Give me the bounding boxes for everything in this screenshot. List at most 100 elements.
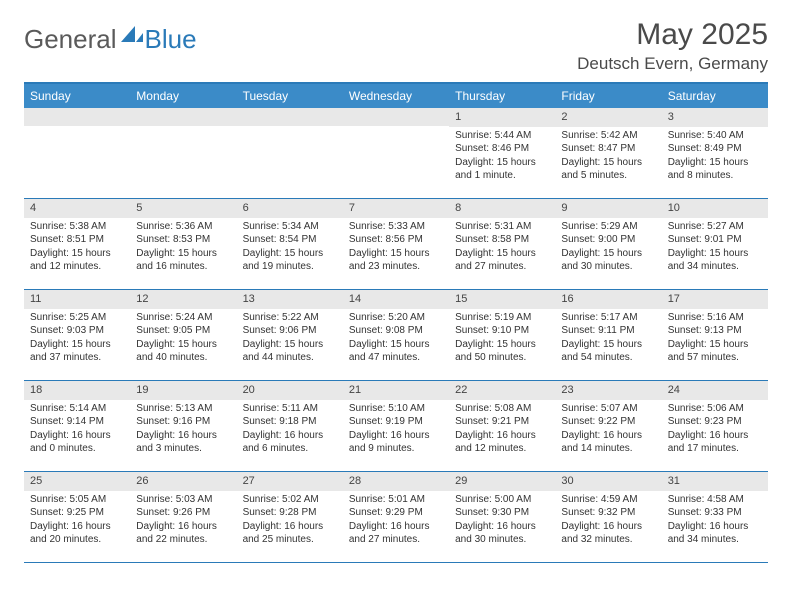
day-body: Sunrise: 5:14 AMSunset: 9:14 PMDaylight:…: [24, 400, 130, 462]
calendar-day: [130, 108, 236, 198]
day-number: 22: [449, 381, 555, 400]
day-number: 14: [343, 290, 449, 309]
calendar-day: 15Sunrise: 5:19 AMSunset: 9:10 PMDayligh…: [449, 290, 555, 380]
calendar-day: 3Sunrise: 5:40 AMSunset: 8:49 PMDaylight…: [662, 108, 768, 198]
sunrise-text: Sunrise: 5:22 AM: [243, 311, 337, 325]
sunset-text: Sunset: 9:29 PM: [349, 506, 443, 520]
calendar-day: 16Sunrise: 5:17 AMSunset: 9:11 PMDayligh…: [555, 290, 661, 380]
sunset-text: Sunset: 9:30 PM: [455, 506, 549, 520]
day-number: 17: [662, 290, 768, 309]
day-number: 24: [662, 381, 768, 400]
calendar-week: 11Sunrise: 5:25 AMSunset: 9:03 PMDayligh…: [24, 290, 768, 381]
calendar-header-row: Sunday Monday Tuesday Wednesday Thursday…: [24, 84, 768, 108]
daylight-text: Daylight: 15 hours and 5 minutes.: [561, 156, 655, 183]
daylight-text: Daylight: 16 hours and 3 minutes.: [136, 429, 230, 456]
sunrise-text: Sunrise: 5:34 AM: [243, 220, 337, 234]
calendar-day: 7 Sunrise: 5:33 AMSunset: 8:56 PMDaylight…: [343, 199, 449, 289]
day-number: 18: [24, 381, 130, 400]
sunset-text: Sunset: 9:01 PM: [668, 233, 762, 247]
calendar-day: 17Sunrise: 5:16 AMSunset: 9:13 PMDayligh…: [662, 290, 768, 380]
sunrise-text: Sunrise: 5:00 AM: [455, 493, 549, 507]
day-number: 7: [343, 199, 449, 218]
sunrise-text: Sunrise: 5:29 AM: [561, 220, 655, 234]
sunrise-text: Sunrise: 5:03 AM: [136, 493, 230, 507]
day-number: 31: [662, 472, 768, 491]
calendar-day: 1Sunrise: 5:44 AMSunset: 8:46 PMDaylight…: [449, 108, 555, 198]
calendar: Sunday Monday Tuesday Wednesday Thursday…: [24, 82, 768, 563]
sunset-text: Sunset: 9:18 PM: [243, 415, 337, 429]
daylight-text: Daylight: 15 hours and 50 minutes.: [455, 338, 549, 365]
calendar-day: 30Sunrise: 4:59 AMSunset: 9:32 PMDayligh…: [555, 472, 661, 562]
day-body: Sunrise: 5:44 AMSunset: 8:46 PMDaylight:…: [449, 127, 555, 189]
daylight-text: Daylight: 15 hours and 23 minutes.: [349, 247, 443, 274]
day-number: 20: [237, 381, 343, 400]
day-body: [130, 126, 236, 186]
sunrise-text: Sunrise: 5:14 AM: [30, 402, 124, 416]
daylight-text: Daylight: 16 hours and 27 minutes.: [349, 520, 443, 547]
calendar-day: 14Sunrise: 5:20 AMSunset: 9:08 PMDayligh…: [343, 290, 449, 380]
calendar-day: 25Sunrise: 5:05 AMSunset: 9:25 PMDayligh…: [24, 472, 130, 562]
sunrise-text: Sunrise: 5:33 AM: [349, 220, 443, 234]
sunset-text: Sunset: 9:11 PM: [561, 324, 655, 338]
calendar-day: 23Sunrise: 5:07 AMSunset: 9:22 PMDayligh…: [555, 381, 661, 471]
sunrise-text: Sunrise: 5:07 AM: [561, 402, 655, 416]
day-body: [24, 126, 130, 186]
day-number: 13: [237, 290, 343, 309]
daylight-text: Daylight: 16 hours and 34 minutes.: [668, 520, 762, 547]
calendar-day: 9Sunrise: 5:29 AMSunset: 9:00 PMDaylight…: [555, 199, 661, 289]
daylight-text: Daylight: 16 hours and 12 minutes.: [455, 429, 549, 456]
sunset-text: Sunset: 8:56 PM: [349, 233, 443, 247]
day-body: Sunrise: 5:24 AMSunset: 9:05 PMDaylight:…: [130, 309, 236, 371]
title-block: May 2025 Deutsch Evern, Germany: [577, 18, 768, 74]
day-number: 6: [237, 199, 343, 218]
calendar-day: 5Sunrise: 5:36 AMSunset: 8:53 PMDaylight…: [130, 199, 236, 289]
day-body: [343, 126, 449, 186]
day-body: Sunrise: 5:22 AMSunset: 9:06 PMDaylight:…: [237, 309, 343, 371]
day-header: Friday: [555, 84, 661, 108]
logo: General Blue: [24, 24, 197, 55]
calendar-day: 21Sunrise: 5:10 AMSunset: 9:19 PMDayligh…: [343, 381, 449, 471]
day-number: 28: [343, 472, 449, 491]
calendar-day: 12Sunrise: 5:24 AMSunset: 9:05 PMDayligh…: [130, 290, 236, 380]
calendar-day: [343, 108, 449, 198]
daylight-text: Daylight: 15 hours and 34 minutes.: [668, 247, 762, 274]
sunset-text: Sunset: 8:51 PM: [30, 233, 124, 247]
sunrise-text: Sunrise: 5:17 AM: [561, 311, 655, 325]
day-body: Sunrise: 5:10 AMSunset: 9:19 PMDaylight:…: [343, 400, 449, 462]
calendar-body: 1Sunrise: 5:44 AMSunset: 8:46 PMDaylight…: [24, 108, 768, 563]
sunset-text: Sunset: 8:53 PM: [136, 233, 230, 247]
daylight-text: Daylight: 15 hours and 1 minute.: [455, 156, 549, 183]
daylight-text: Daylight: 15 hours and 37 minutes.: [30, 338, 124, 365]
day-body: Sunrise: 5:02 AMSunset: 9:28 PMDaylight:…: [237, 491, 343, 553]
sunset-text: Sunset: 9:22 PM: [561, 415, 655, 429]
day-body: Sunrise: 5:36 AMSunset: 8:53 PMDaylight:…: [130, 218, 236, 280]
daylight-text: Daylight: 16 hours and 20 minutes.: [30, 520, 124, 547]
calendar-week: 1Sunrise: 5:44 AMSunset: 8:46 PMDaylight…: [24, 108, 768, 199]
calendar-week: 25Sunrise: 5:05 AMSunset: 9:25 PMDayligh…: [24, 472, 768, 563]
sunrise-text: Sunrise: 5:42 AM: [561, 129, 655, 143]
calendar-day: 29Sunrise: 5:00 AMSunset: 9:30 PMDayligh…: [449, 472, 555, 562]
logo-text-general: General: [24, 24, 117, 55]
sunset-text: Sunset: 9:16 PM: [136, 415, 230, 429]
page-header: General Blue May 2025 Deutsch Evern, Ger…: [24, 18, 768, 74]
day-number: 12: [130, 290, 236, 309]
sunset-text: Sunset: 8:49 PM: [668, 142, 762, 156]
sunrise-text: Sunrise: 5:01 AM: [349, 493, 443, 507]
day-body: Sunrise: 5:17 AMSunset: 9:11 PMDaylight:…: [555, 309, 661, 371]
calendar-day: 10Sunrise: 5:27 AMSunset: 9:01 PMDayligh…: [662, 199, 768, 289]
day-body: Sunrise: 5:06 AMSunset: 9:23 PMDaylight:…: [662, 400, 768, 462]
sunrise-text: Sunrise: 5:36 AM: [136, 220, 230, 234]
day-header: Thursday: [449, 84, 555, 108]
sunrise-text: Sunrise: 5:40 AM: [668, 129, 762, 143]
logo-sail-icon: [121, 24, 143, 49]
sunrise-text: Sunrise: 4:58 AM: [668, 493, 762, 507]
sunrise-text: Sunrise: 5:08 AM: [455, 402, 549, 416]
daylight-text: Daylight: 15 hours and 30 minutes.: [561, 247, 655, 274]
day-body: Sunrise: 5:03 AMSunset: 9:26 PMDaylight:…: [130, 491, 236, 553]
day-header: Sunday: [24, 84, 130, 108]
sunset-text: Sunset: 9:19 PM: [349, 415, 443, 429]
sunset-text: Sunset: 9:14 PM: [30, 415, 124, 429]
daylight-text: Daylight: 15 hours and 8 minutes.: [668, 156, 762, 183]
sunset-text: Sunset: 8:54 PM: [243, 233, 337, 247]
sunrise-text: Sunrise: 5:13 AM: [136, 402, 230, 416]
